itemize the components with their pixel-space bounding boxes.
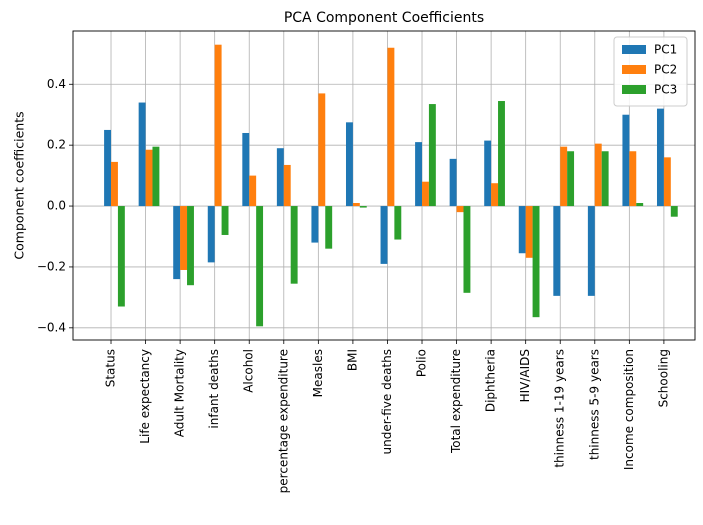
bar-pc2-11 (491, 183, 499, 207)
bar-pc2-1 (145, 149, 153, 207)
bar-pc1-7 (345, 122, 353, 207)
bar-pc1-2 (173, 206, 181, 280)
bar-pc3-1 (152, 146, 160, 207)
bar-pc1-10 (449, 158, 457, 207)
legend-label-pc2: PC2 (654, 63, 677, 77)
bar-pc1-4 (242, 132, 250, 207)
y-tick-label-1: −0.2 (37, 259, 66, 273)
x-tick-label-11: Diphtheria (484, 349, 498, 412)
bar-pc1-13 (553, 206, 561, 296)
x-tick-label-10: Total expenditure (449, 349, 463, 454)
bar-pc3-13 (567, 151, 575, 207)
bar-pc1-0 (104, 129, 112, 207)
bar-pc3-5 (290, 206, 298, 284)
bar-pc2-12 (525, 206, 533, 258)
x-tick-label-16: Schooling (656, 349, 670, 407)
bar-pc3-14 (601, 151, 609, 207)
bar-pc1-15 (622, 114, 630, 207)
x-tick-label-13: thinness 1-19 years (553, 349, 567, 468)
chart-title: PCA Component Coefficients (284, 10, 484, 26)
bar-pc3-10 (463, 206, 471, 293)
x-tick-label-4: Alcohol (242, 349, 256, 393)
x-tick-label-6: Measles (311, 349, 325, 397)
legend: PC1 PC2 PC3 (613, 36, 688, 107)
bar-pc2-6 (318, 93, 326, 207)
bar-pc2-10 (456, 206, 464, 213)
bar-pc1-6 (311, 206, 319, 243)
bars-layer (104, 44, 678, 327)
bar-pc3-16 (670, 206, 678, 217)
bar-pc2-13 (560, 146, 568, 207)
bar-pc3-3 (221, 206, 229, 235)
bar-pc1-3 (207, 206, 215, 263)
y-tick-label-0: −0.4 (37, 320, 66, 334)
bar-pc3-8 (394, 206, 402, 240)
y-ticks: −0.4 −0.2 0.0 0.2 0.4 (37, 77, 73, 334)
bar-pc3-9 (428, 104, 436, 207)
bar-pc2-5 (283, 164, 291, 207)
bar-pc2-3 (214, 44, 222, 207)
bar-pc2-9 (422, 181, 429, 207)
bar-pc2-8 (387, 47, 395, 207)
legend-swatch-pc3 (622, 85, 646, 94)
plot-frame (72, 30, 696, 341)
x-tick-label-1: Life expectancy (138, 349, 152, 444)
x-tick-label-2: Adult Mortality (173, 349, 187, 437)
bar-pc1-5 (276, 148, 284, 207)
y-tick-label-4: 0.4 (47, 77, 66, 91)
x-tick-label-8: under-five deaths (380, 349, 394, 454)
x-tick-label-15: Income composition (622, 349, 636, 470)
bar-pc2-16 (663, 157, 671, 207)
x-tick-label-5: percentage expenditure (276, 349, 290, 493)
bar-pc1-9 (415, 142, 423, 207)
bar-pc1-14 (587, 206, 595, 296)
bar-pc1-16 (656, 108, 664, 207)
bar-pc2-15 (629, 151, 637, 207)
legend-label-pc3: PC3 (654, 83, 677, 97)
bar-pc1-1 (138, 102, 146, 207)
bar-pc3-7 (359, 206, 367, 208)
bar-pc3-15 (636, 203, 644, 207)
bar-pc3-11 (498, 101, 505, 207)
x-tick-label-0: Status (104, 349, 118, 387)
y-tick-label-3: 0.2 (47, 138, 66, 152)
x-tick-label-14: thinness 5-9 years (587, 349, 601, 460)
bar-pc1-12 (518, 206, 526, 254)
bar-pc2-2 (180, 206, 188, 270)
bar-pc3-4 (256, 206, 264, 327)
bar-pc3-6 (325, 206, 333, 249)
x-tick-label-3: infant deaths (207, 349, 221, 429)
x-tick-label-12: HIV/AIDS (518, 349, 532, 402)
x-ticks: Status Life expectancy Adult Mortality infa… (104, 340, 670, 493)
bar-pc3-12 (532, 206, 540, 318)
bar-pc3-2 (187, 206, 194, 286)
legend-swatch-pc1 (622, 45, 646, 54)
bar-pc1-8 (380, 206, 388, 264)
bar-pc2-7 (352, 203, 360, 207)
legend-swatch-pc2 (622, 65, 646, 74)
y-tick-label-2: 0.0 (47, 199, 66, 213)
legend-label-pc1: PC1 (654, 43, 677, 57)
bar-pc2-0 (111, 161, 118, 207)
bar-pc1-11 (484, 140, 492, 207)
x-tick-label-7: BMI (345, 349, 359, 371)
bar-pc2-14 (594, 143, 602, 207)
bar-pc2-4 (249, 175, 257, 207)
y-axis-label: Component coefficients (12, 111, 27, 259)
bar-pc3-0 (117, 206, 125, 307)
x-tick-label-9: Polio (415, 349, 429, 377)
